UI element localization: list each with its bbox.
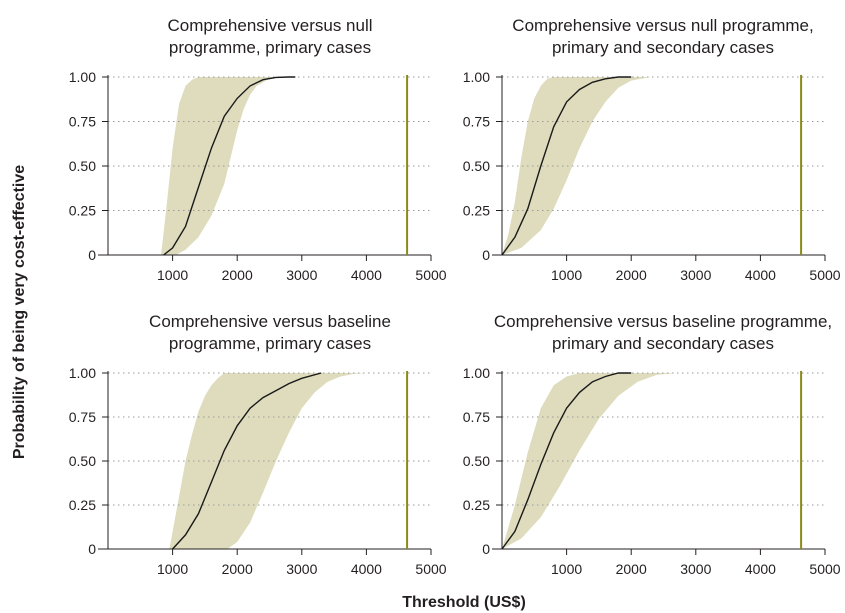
- x-tick-label: 2000: [616, 561, 647, 577]
- median-curve: [172, 372, 322, 550]
- chart-panel-1: Comprehensive versus null programme, prim…: [69, 16, 447, 283]
- x-tick-label: 4000: [745, 561, 776, 577]
- chart-title-line: programme, primary cases: [169, 38, 371, 57]
- median-curve: [163, 76, 296, 256]
- x-tick-label: 4000: [351, 561, 382, 577]
- x-tick-label: 2000: [616, 267, 647, 283]
- x-tick-label: 4000: [351, 267, 382, 283]
- x-tick-label: 2000: [222, 267, 253, 283]
- chart-title-line: primary and secondary cases: [552, 334, 774, 353]
- x-tick-label: 5000: [415, 267, 446, 283]
- x-tick-label: 3000: [680, 267, 711, 283]
- x-tick-label: 1000: [157, 561, 188, 577]
- chart-title-line: Comprehensive versus null: [167, 16, 372, 35]
- y-tick-label: 0.25: [463, 497, 490, 513]
- x-tick-label: 1000: [157, 267, 188, 283]
- y-tick-label: 0.50: [463, 453, 490, 469]
- median-curve: [501, 76, 632, 256]
- x-tick-label: 5000: [809, 561, 840, 577]
- y-tick-label: 1.00: [69, 69, 96, 85]
- y-tick-label: 0.75: [69, 409, 96, 425]
- y-tick-label: 0: [482, 541, 490, 557]
- chart-title-line: primary and secondary cases: [552, 38, 774, 57]
- y-tick-label: 1.00: [463, 69, 490, 85]
- chart-title-line: Comprehensive versus baseline programme,: [494, 312, 832, 331]
- chart-title-line: Comprehensive versus null programme,: [512, 16, 813, 35]
- x-tick-label: 5000: [415, 561, 446, 577]
- y-tick-label: 0.25: [463, 203, 490, 219]
- x-tick-label: 3000: [286, 561, 317, 577]
- chart-panel-3: Comprehensive versus baseline programme, …: [69, 312, 447, 577]
- y-tick-label: 0: [88, 541, 96, 557]
- x-tick-label: 1000: [551, 267, 582, 283]
- x-tick-label: 2000: [222, 561, 253, 577]
- y-tick-label: 0.75: [69, 114, 96, 130]
- y-tick-label: 1.00: [69, 365, 96, 381]
- y-tick-label: 0.50: [69, 158, 96, 174]
- y-tick-label: 0.50: [463, 158, 490, 174]
- x-tick-label: 1000: [551, 561, 582, 577]
- y-axis-title: Probability of being very cost-effective: [11, 165, 28, 459]
- x-tick-label: 4000: [745, 267, 776, 283]
- y-tick-label: 0.75: [463, 409, 490, 425]
- y-tick-label: 0.50: [69, 453, 96, 469]
- uncertainty-band: [502, 373, 677, 549]
- x-tick-label: 3000: [680, 561, 711, 577]
- x-tick-label: 5000: [809, 267, 840, 283]
- y-tick-label: 1.00: [463, 365, 490, 381]
- chart-panel-2: Comprehensive versus null programme, prim…: [463, 16, 841, 283]
- chart-title-line: Comprehensive versus baseline: [149, 312, 391, 331]
- median-curve: [501, 372, 632, 550]
- chart-title-line: programme, primary cases: [169, 334, 371, 353]
- x-tick-label: 3000: [286, 267, 317, 283]
- y-tick-label: 0.75: [463, 114, 490, 130]
- y-tick-label: 0: [482, 247, 490, 263]
- uncertainty-band: [502, 77, 651, 255]
- x-axis-title: Threshold (US$): [402, 594, 526, 611]
- chart-panel-4: Comprehensive versus baseline programme,…: [463, 312, 841, 577]
- y-tick-label: 0: [88, 247, 96, 263]
- y-tick-label: 0.25: [69, 497, 96, 513]
- y-tick-label: 0.25: [69, 203, 96, 219]
